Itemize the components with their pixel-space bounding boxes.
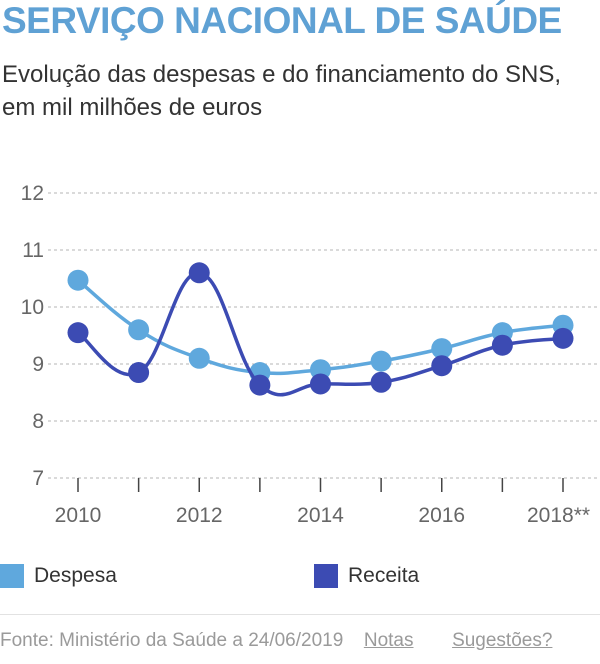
footer-divider	[0, 614, 600, 615]
data-point-receita-2018	[552, 327, 574, 349]
y-tick-label-10: 10	[21, 296, 44, 319]
y-tick-label-12: 12	[21, 182, 44, 205]
y-tick-label-9: 9	[32, 353, 44, 376]
footer: Fonte: Ministério da Saúde a 24/06/2019 …	[0, 630, 552, 652]
data-point-despesa-2012	[188, 347, 210, 369]
legend-item-despesa: Despesa	[0, 562, 117, 590]
legend-label-despesa: Despesa	[34, 564, 117, 587]
legend-label-receita: Receita	[348, 564, 420, 587]
data-point-receita-2013	[249, 374, 271, 396]
y-tick-label-11: 11	[22, 239, 44, 262]
data-point-despesa-2016	[431, 338, 453, 360]
line-chart: 7 8 9 10 11 12 2010 2012 2014 2016 2018**	[21, 182, 600, 527]
x-tick-label-2016: 2016	[418, 504, 465, 527]
data-point-despesa-2011	[128, 319, 150, 341]
legend-item-receita: Receita	[314, 562, 419, 590]
data-point-receita-2015	[370, 371, 392, 393]
data-point-receita-2016	[431, 355, 453, 377]
notes-link[interactable]: Notas	[363, 630, 414, 651]
data-point-receita-2011	[128, 362, 150, 384]
data-point-despesa-2015	[370, 350, 392, 372]
y-tick-label-8: 8	[32, 410, 44, 433]
y-tick-label-7: 7	[32, 467, 44, 490]
data-point-despesa-2010	[67, 269, 89, 291]
x-tick-label-2012: 2012	[176, 504, 223, 527]
chart-subtitle: Evolução das despesas e do financiamento…	[2, 61, 562, 121]
x-tick-label-2018: 2018**	[527, 504, 590, 527]
x-tick-label-2014: 2014	[297, 504, 344, 527]
x-tick-label-2010: 2010	[55, 504, 102, 527]
legend-swatch-despesa	[0, 564, 24, 588]
data-point-receita-2014	[310, 373, 331, 395]
legend-swatch-receita	[314, 564, 338, 588]
source-note: Fonte: Ministério da Saúde a 24/06/2019	[0, 630, 344, 651]
data-point-receita-2017	[491, 334, 513, 356]
data-point-receita-2012	[188, 262, 210, 284]
series-line-receita	[76, 271, 564, 397]
data-point-receita-2010	[67, 322, 89, 344]
suggestions-link[interactable]: Sugestões?	[452, 630, 553, 651]
chart-title: SERVIÇO NACIONAL DE SAÚDE	[2, 0, 562, 41]
